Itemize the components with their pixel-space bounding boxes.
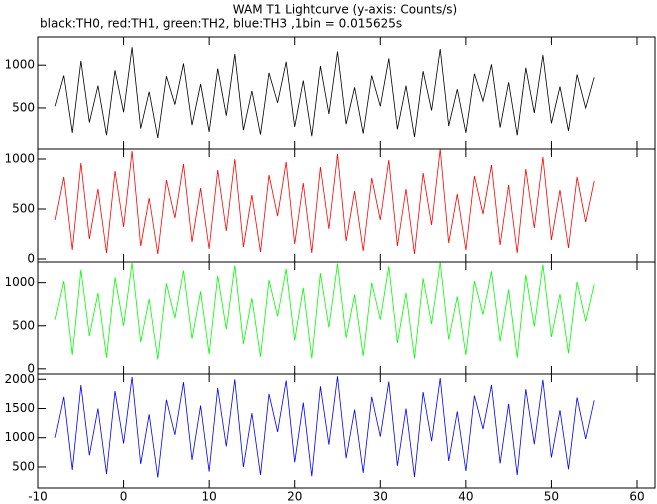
x-tick-label: 10	[202, 490, 217, 504]
x-tick-label: 0	[120, 490, 128, 504]
y-tick-label: 1000	[4, 430, 35, 444]
light-curve	[54, 376, 595, 478]
y-tick-label: 2000	[4, 372, 35, 386]
x-tick-label: 20	[287, 490, 302, 504]
panel-frame	[37, 261, 656, 375]
y-tick-label: 500	[12, 459, 35, 473]
x-tick-label: 40	[458, 490, 473, 504]
y-tick-label: 1000	[4, 275, 35, 289]
x-tick-label: -10	[28, 490, 48, 504]
panel-frame	[37, 36, 656, 150]
panel-frame	[37, 373, 656, 489]
y-tick-label: 1000	[4, 58, 35, 72]
y-tick-label: 1000	[4, 152, 35, 166]
chart-title: WAM T1 Lightcurve (y-axis: Counts/s)	[233, 3, 457, 17]
y-tick-label: 500	[12, 202, 35, 216]
x-tick-label: 60	[629, 490, 644, 504]
y-tick-label: 1500	[4, 401, 35, 415]
x-tick-label: 30	[373, 490, 388, 504]
y-tick-label: 0	[27, 252, 35, 266]
x-tick-label: 50	[544, 490, 559, 504]
y-tick-label: 500	[12, 100, 35, 114]
chart-subtitle: black:TH0, red:TH1, green:TH2, blue:TH3 …	[40, 17, 402, 31]
y-tick-label: 0	[27, 361, 35, 375]
y-tick-label: 500	[12, 318, 35, 332]
light-curve	[54, 148, 595, 255]
light-curve	[54, 261, 595, 360]
light-curve	[54, 47, 595, 138]
